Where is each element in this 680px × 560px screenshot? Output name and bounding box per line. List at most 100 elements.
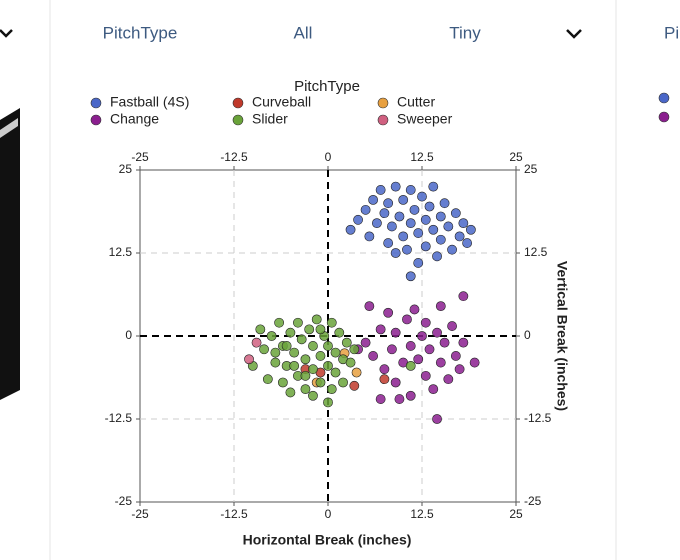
point: [405, 390, 416, 401]
x-tick-label: 25: [509, 150, 523, 164]
point: [270, 357, 281, 368]
point: [379, 364, 390, 375]
point: [285, 327, 296, 338]
point: [390, 327, 401, 338]
point: [300, 384, 311, 395]
point: [360, 204, 371, 215]
x-tick-label: -25: [131, 150, 149, 164]
chevron[interactable]: [0, 29, 13, 38]
point: [435, 301, 446, 312]
point: [274, 317, 285, 328]
point: [315, 324, 326, 335]
point: [345, 357, 356, 368]
point: [469, 357, 480, 368]
point: [383, 307, 394, 318]
legend-swatch: [90, 114, 102, 126]
point: [428, 384, 439, 395]
point: [308, 364, 318, 375]
chevron[interactable]: [566, 29, 582, 39]
product-image: [0, 108, 20, 400]
point: [311, 314, 322, 325]
point: [439, 337, 450, 348]
product-image-stripe: [0, 118, 18, 138]
point: [443, 221, 454, 232]
point: [439, 198, 450, 209]
filter[interactable]: Tiny: [449, 23, 481, 42]
x-tick-label: 25: [509, 507, 523, 521]
point: [398, 231, 409, 242]
filter[interactable]: Pi: [664, 23, 679, 42]
point: [364, 231, 375, 242]
point: [405, 185, 416, 195]
point: [379, 374, 390, 385]
point: [262, 374, 273, 385]
point: [368, 194, 379, 205]
filter[interactable]: All: [294, 23, 313, 42]
point: [351, 367, 362, 378]
y-tick-label: 0: [125, 328, 132, 342]
point: [277, 377, 288, 388]
point: [405, 271, 416, 282]
point: [462, 238, 473, 248]
point: [413, 258, 424, 268]
point: [326, 384, 337, 395]
x-tick-label: -25: [131, 507, 149, 521]
point: [390, 377, 401, 388]
point: [428, 181, 439, 192]
point: [420, 214, 431, 225]
y-axis-label: Vertical Break (inches): [554, 261, 570, 411]
point: [402, 244, 412, 255]
point: [375, 394, 386, 404]
point: [413, 228, 424, 238]
point: [266, 331, 277, 341]
legend-label: Slider: [252, 111, 288, 127]
y-tick-label: -25: [115, 494, 133, 508]
point: [413, 354, 424, 365]
point: [368, 351, 379, 361]
legend-label: Sweeper: [397, 111, 453, 127]
legend-label: Change: [110, 111, 159, 127]
point: [293, 317, 303, 328]
point: [296, 334, 307, 345]
point: [255, 324, 266, 335]
legend-swatch: [377, 114, 389, 126]
point: [371, 218, 382, 229]
x-tick-label: 12.5: [410, 150, 434, 164]
x-tick-label: 0: [325, 507, 332, 521]
point: [349, 344, 360, 355]
legend-swatch: [232, 97, 244, 109]
y-tick-label: -12.5: [105, 411, 133, 425]
x-tick-label: 12.5: [410, 507, 434, 521]
point: [390, 248, 401, 258]
point: [244, 354, 254, 365]
legend-swatch: [232, 114, 244, 126]
point: [454, 364, 465, 375]
point: [300, 370, 311, 381]
point: [465, 224, 476, 235]
point: [424, 201, 435, 212]
point: [450, 208, 461, 219]
point: [387, 221, 397, 232]
point: [405, 218, 416, 229]
filter[interactable]: PitchType: [103, 23, 178, 42]
point: [458, 218, 469, 229]
point: [323, 360, 333, 371]
point: [398, 194, 409, 205]
point: [409, 304, 420, 315]
y-tick-label: -25: [524, 494, 542, 508]
point: [417, 331, 427, 341]
point: [458, 337, 469, 348]
point: [405, 360, 416, 371]
point: [259, 344, 269, 355]
point: [308, 390, 318, 401]
point: [402, 314, 412, 325]
point: [308, 341, 318, 351]
point: [300, 354, 311, 365]
point: [281, 341, 292, 351]
point: [420, 370, 431, 381]
point: [315, 351, 326, 361]
point: [375, 324, 386, 335]
point: [270, 347, 281, 358]
point: [420, 241, 431, 252]
